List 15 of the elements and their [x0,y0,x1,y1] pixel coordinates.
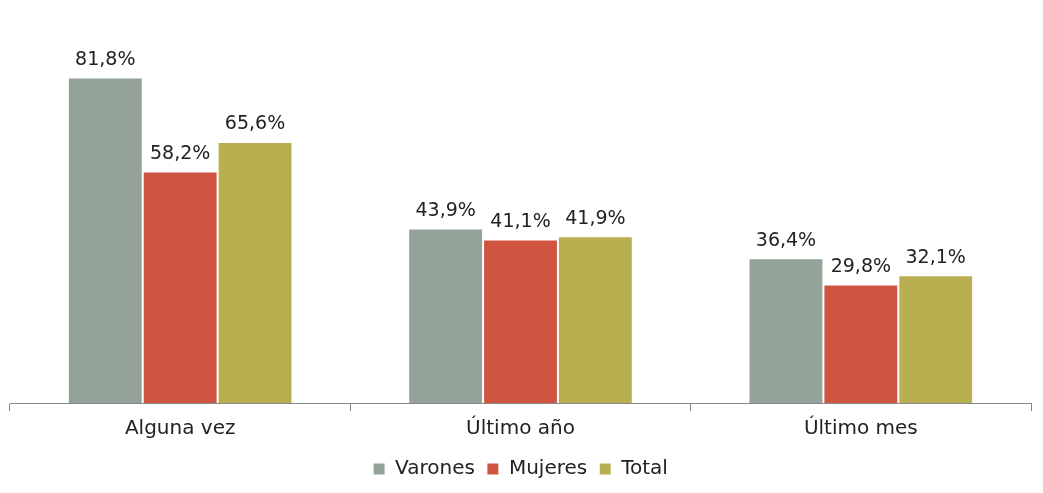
data-label: 81,8% [75,47,136,70]
x-tick-label: Último mes [803,415,918,440]
legend-label: Varones [395,455,475,480]
x-tick-label: Alguna vez [124,415,236,440]
data-label: 36,4% [755,227,817,250]
data-label: 32,1% [905,244,966,267]
data-label: 41,9% [565,205,626,228]
data-label: 58,2% [149,140,211,163]
data-label: 65,6% [224,111,286,134]
x-tick-label: Último año [466,415,575,440]
legend-label: Total [620,455,668,480]
data-label: 29,8% [830,253,892,276]
data-label: 43,9% [415,197,476,220]
data-label: 41,1% [490,208,551,231]
legend-label: Mujeres [508,455,588,480]
